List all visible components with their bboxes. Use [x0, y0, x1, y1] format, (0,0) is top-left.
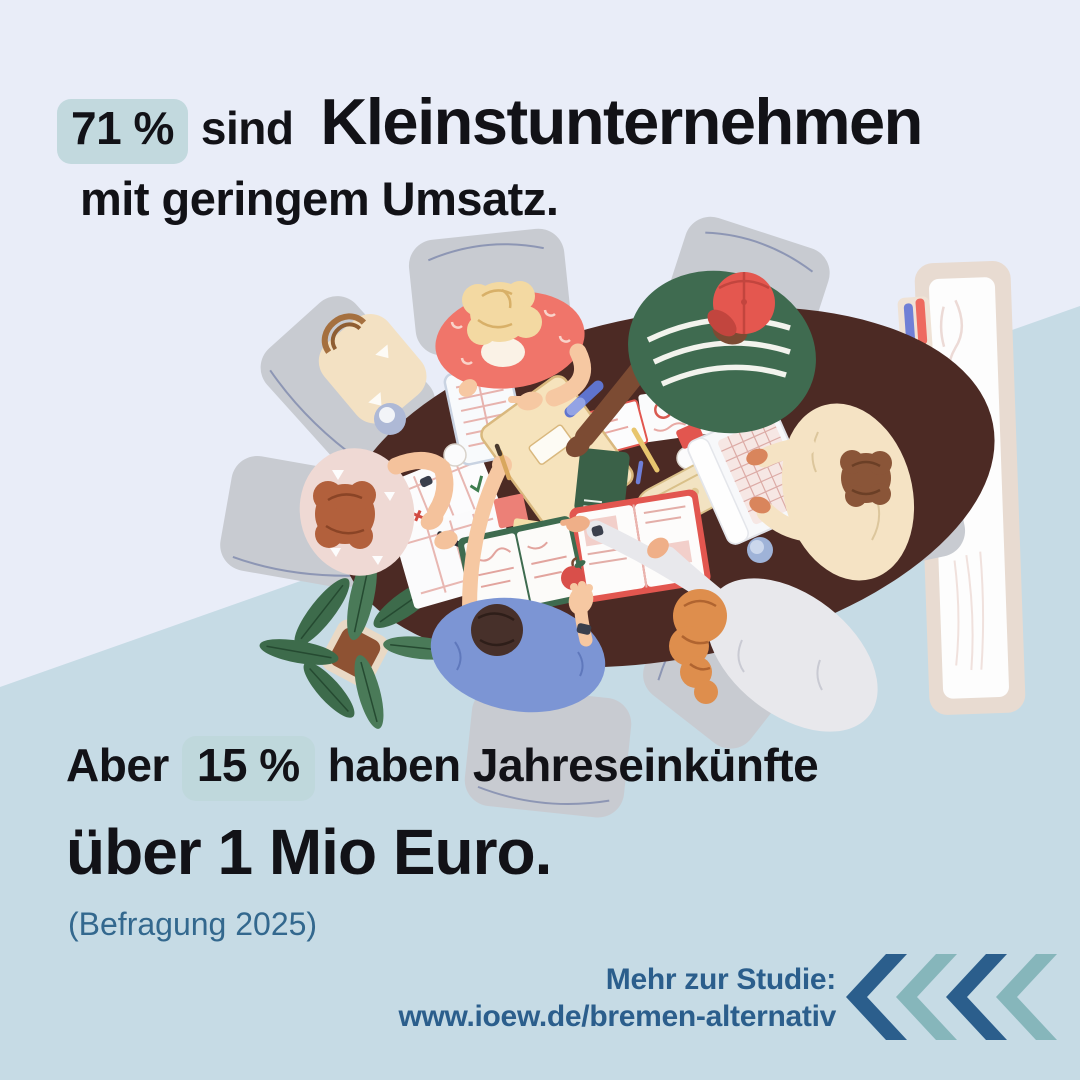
person-blonde — [435, 281, 591, 411]
stat-highlight-15: 15 % — [181, 736, 315, 801]
statement-line1: Aber 15 % haben Jahreseinkünfte — [66, 736, 819, 801]
statement-suffix: haben Jahreseinkünfte — [327, 739, 819, 791]
potted-plant — [259, 553, 459, 729]
footer-cta-label: Mehr zur Studie: — [605, 963, 837, 996]
person-blue-shirt — [430, 443, 606, 713]
pen-blue — [564, 380, 604, 418]
headline-suffix: sind — [200, 102, 294, 154]
chevron-left-icon — [996, 954, 1057, 1040]
chevron-left-icon — [896, 954, 957, 1040]
footer-url: www.ioew.de/bremen-alternativ — [398, 1000, 836, 1033]
headline: 71 % sind Kleinstunternehmen mit geringe… — [57, 84, 923, 226]
footer-cta: Mehr zur Studie: www.ioew.de/bremen-alte… — [398, 961, 836, 1035]
tote-bag — [318, 313, 427, 424]
stat-highlight-71: 71 % — [57, 99, 188, 164]
statement-prefix: Aber — [66, 739, 169, 791]
cup-on-saucer — [374, 403, 406, 435]
headline-line1: 71 % sind Kleinstunternehmen — [57, 84, 923, 164]
plate-blue — [747, 537, 773, 563]
person-ginger — [560, 515, 878, 732]
headline-emphasis: Kleinstunternehmen — [320, 85, 923, 158]
statement: Aber 15 % haben Jahreseinkünfte über 1 M… — [66, 736, 819, 889]
headline-line2: mit geringem Umsatz. — [80, 172, 559, 225]
chevrons-left — [846, 954, 1057, 1040]
statement-line2: über 1 Mio Euro. — [66, 816, 552, 888]
chevron-left-icon — [946, 954, 1007, 1040]
chevron-left-icon — [846, 954, 907, 1040]
person-cream — [746, 403, 915, 581]
chair — [464, 686, 632, 818]
person-green-shirt — [565, 270, 816, 458]
person-auburn — [299, 448, 458, 576]
source-note: (Befragung 2025) — [68, 906, 318, 942]
